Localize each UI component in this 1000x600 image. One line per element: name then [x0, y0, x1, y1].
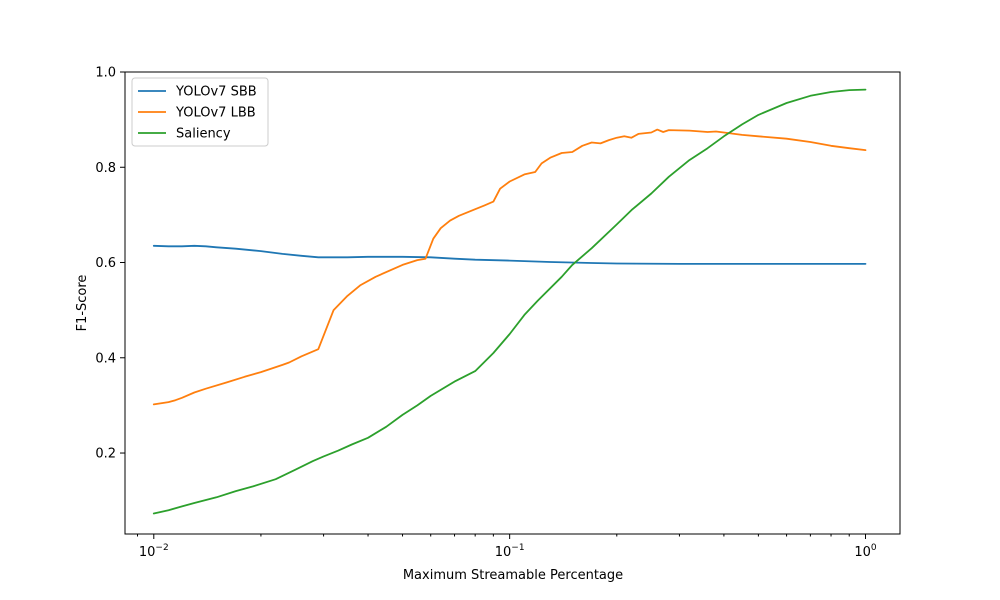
y-tick-label: 0.2 [95, 447, 116, 462]
series-line-yolov7-sbb [152, 244, 867, 265]
legend: YOLOv7 SBB YOLOv7 LBB Saliency [131, 77, 269, 147]
x-axis: 10−2 10−1 100 [137, 534, 877, 560]
plot-area [152, 88, 867, 515]
series-line-yolov7-lbb [152, 128, 867, 406]
legend-entry-label: YOLOv7 SBB [175, 85, 257, 100]
y-tick-label: 0.6 [95, 256, 116, 271]
legend-entry-label: YOLOv7 LBB [175, 106, 256, 121]
y-tick-label: 1.0 [95, 66, 116, 81]
series-line-saliency [152, 88, 867, 515]
legend-box [131, 77, 269, 147]
y-axis: 0.2 0.4 0.6 0.8 1.0 [95, 66, 125, 462]
y-axis-label: F1-Score [75, 275, 90, 332]
x-tick-label: 100 [854, 543, 877, 560]
x-tick-label: 10−1 [495, 543, 525, 560]
axes-frame [124, 71, 901, 535]
y-tick-label: 0.4 [95, 351, 116, 366]
y-tick-label: 0.8 [95, 161, 116, 176]
x-axis-label: Maximum Streamable Percentage [403, 568, 623, 583]
x-tick-label: 10−2 [139, 543, 169, 560]
legend-entry-label: Saliency [176, 127, 231, 142]
